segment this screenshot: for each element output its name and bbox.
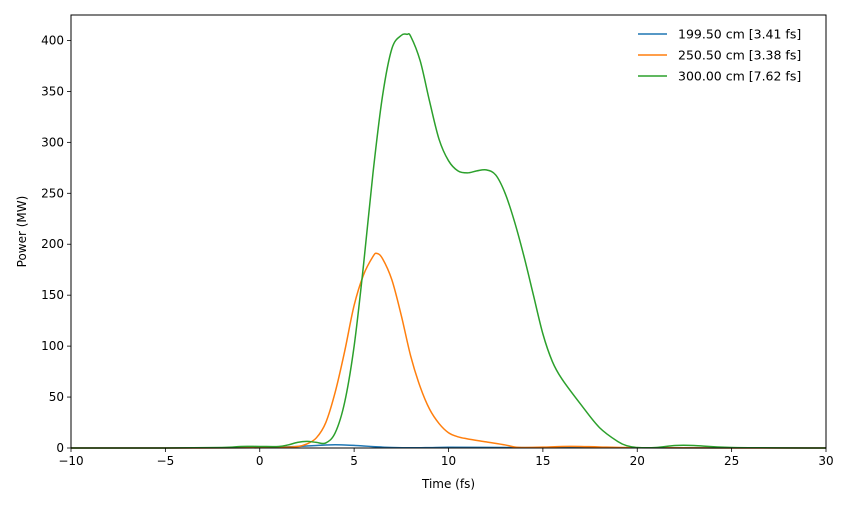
series-line-3 xyxy=(71,33,827,449)
x-tick-label: 10 xyxy=(441,454,456,468)
x-tick-label: −5 xyxy=(157,454,175,468)
y-tick-label: 350 xyxy=(41,84,64,98)
y-tick-label: 100 xyxy=(41,339,64,353)
y-axis: 0 50 100 150 200 250 300 350 400 xyxy=(41,33,71,455)
x-tick-label: 30 xyxy=(818,454,833,468)
x-tick-label: 20 xyxy=(630,454,645,468)
x-tick-label: 5 xyxy=(350,454,358,468)
legend-label: 199.50 cm [3.41 fs] xyxy=(678,27,801,42)
y-axis-label: Power (MW) xyxy=(15,196,29,268)
y-tick-label: 0 xyxy=(56,441,64,455)
x-tick-label: 15 xyxy=(535,454,550,468)
x-tick-label: 0 xyxy=(256,454,264,468)
y-tick-label: 250 xyxy=(41,186,64,200)
x-tick-label: 25 xyxy=(724,454,739,468)
x-axis: −10 −5 0 5 10 15 20 25 30 xyxy=(58,448,834,468)
x-tick-label: −10 xyxy=(58,454,83,468)
legend-label: 250.50 cm [3.38 fs] xyxy=(678,48,801,63)
y-tick-label: 400 xyxy=(41,33,64,47)
legend: 199.50 cm [3.41 fs] 250.50 cm [3.38 fs] 30… xyxy=(638,27,801,84)
y-tick-label: 50 xyxy=(49,390,64,404)
y-tick-label: 200 xyxy=(41,237,64,251)
y-tick-label: 150 xyxy=(41,288,64,302)
y-tick-label: 300 xyxy=(41,135,64,149)
x-axis-label: Time (fs) xyxy=(421,477,475,491)
legend-label: 300.00 cm [7.62 fs] xyxy=(678,69,801,84)
